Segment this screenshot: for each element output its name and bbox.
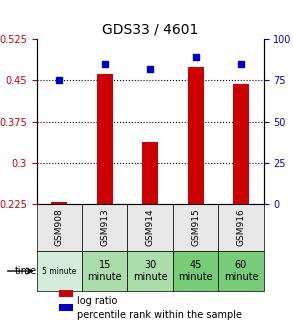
Text: GSM916: GSM916 <box>236 209 246 246</box>
Bar <box>188 67 204 204</box>
Text: 45
minute: 45 minute <box>178 260 213 282</box>
Text: 60
minute: 60 minute <box>224 260 258 282</box>
FancyBboxPatch shape <box>218 204 264 251</box>
Text: log ratio: log ratio <box>77 296 118 306</box>
Text: time: time <box>14 266 37 276</box>
Text: 5 minute: 5 minute <box>42 267 76 276</box>
Text: percentile rank within the sample: percentile rank within the sample <box>77 310 243 320</box>
FancyBboxPatch shape <box>127 251 173 291</box>
Text: 15
minute: 15 minute <box>87 260 122 282</box>
Bar <box>97 74 113 204</box>
FancyBboxPatch shape <box>82 251 127 291</box>
FancyBboxPatch shape <box>127 204 173 251</box>
FancyBboxPatch shape <box>173 251 218 291</box>
Bar <box>233 84 249 204</box>
Text: GSM913: GSM913 <box>100 209 109 246</box>
Text: GSM915: GSM915 <box>191 209 200 246</box>
Text: GSM914: GSM914 <box>146 209 155 246</box>
FancyBboxPatch shape <box>82 204 127 251</box>
FancyBboxPatch shape <box>218 251 264 291</box>
FancyBboxPatch shape <box>37 204 82 251</box>
FancyBboxPatch shape <box>173 204 218 251</box>
Bar <box>142 142 158 204</box>
Text: GSM908: GSM908 <box>55 209 64 246</box>
Title: GDS33 / 4601: GDS33 / 4601 <box>102 23 198 37</box>
Text: 30
minute: 30 minute <box>133 260 168 282</box>
FancyBboxPatch shape <box>37 251 82 291</box>
Bar <box>51 202 67 204</box>
